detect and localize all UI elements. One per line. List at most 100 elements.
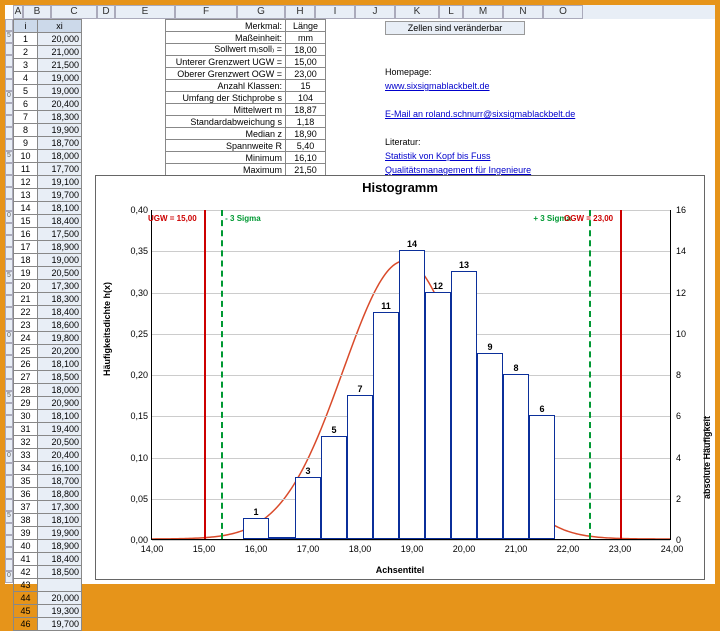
cell-i[interactable]: 35 — [14, 475, 38, 488]
cell-xi[interactable]: 19,100 — [38, 176, 82, 189]
cell-i[interactable]: 41 — [14, 553, 38, 566]
stat-value[interactable]: 104 — [286, 92, 326, 104]
hyperlink[interactable]: Statistik von Kopf bis Fuss — [385, 151, 491, 161]
col-header-H[interactable]: H — [285, 5, 315, 19]
stat-value[interactable]: 21,50 — [286, 164, 326, 176]
cell-xi[interactable]: 18,700 — [38, 475, 82, 488]
cell-xi[interactable]: 20,000 — [38, 592, 82, 605]
cell-xi[interactable]: 20,000 — [38, 33, 82, 46]
cell-xi[interactable]: 20,500 — [38, 267, 82, 280]
stat-value[interactable]: 16,10 — [286, 152, 326, 164]
cell-xi[interactable]: 18,400 — [38, 215, 82, 228]
cell-xi[interactable]: 20,400 — [38, 449, 82, 462]
cell-i[interactable]: 38 — [14, 514, 38, 527]
cell-i[interactable]: 25 — [14, 345, 38, 358]
cell-i[interactable]: 12 — [14, 176, 38, 189]
cell-xi[interactable]: 20,200 — [38, 345, 82, 358]
cell-i[interactable]: 7 — [14, 111, 38, 124]
cell-i[interactable]: 9 — [14, 137, 38, 150]
cell-xi[interactable]: 19,700 — [38, 618, 82, 631]
cell-xi[interactable]: 16,100 — [38, 462, 82, 475]
cell-xi[interactable]: 18,000 — [38, 384, 82, 397]
cell-xi[interactable]: 17,300 — [38, 280, 82, 293]
cell-xi[interactable]: 18,500 — [38, 566, 82, 579]
cell-xi[interactable]: 18,100 — [38, 514, 82, 527]
col-header-A[interactable]: A — [13, 5, 23, 19]
cell-xi[interactable]: 19,800 — [38, 332, 82, 345]
cell-xi[interactable]: 17,700 — [38, 163, 82, 176]
hyperlink[interactable]: E-Mail an roland.schnurr@sixsigmablackbe… — [385, 109, 575, 119]
stat-value[interactable]: Länge — [286, 20, 326, 32]
stat-value[interactable]: 5,40 — [286, 140, 326, 152]
stat-value[interactable]: 15 — [286, 80, 326, 92]
cell-i[interactable]: 15 — [14, 215, 38, 228]
col-header-M[interactable]: M — [463, 5, 503, 19]
cell-xi[interactable]: 19,900 — [38, 124, 82, 137]
cell-i[interactable]: 10 — [14, 150, 38, 163]
cell-i[interactable]: 17 — [14, 241, 38, 254]
cell-xi[interactable]: 20,500 — [38, 436, 82, 449]
cell-i[interactable]: 11 — [14, 163, 38, 176]
cell-i[interactable]: 5 — [14, 85, 38, 98]
cell-xi[interactable]: 18,100 — [38, 410, 82, 423]
col-header-B[interactable]: B — [23, 5, 51, 19]
col-header-O[interactable]: O — [543, 5, 583, 19]
cell-i[interactable]: 36 — [14, 488, 38, 501]
cell-xi[interactable]: 21,500 — [38, 59, 82, 72]
cell-i[interactable]: 31 — [14, 423, 38, 436]
cell-xi[interactable]: 18,900 — [38, 540, 82, 553]
cell-xi[interactable]: 17,500 — [38, 228, 82, 241]
cell-i[interactable]: 21 — [14, 293, 38, 306]
cell-i[interactable]: 32 — [14, 436, 38, 449]
cell-i[interactable]: 29 — [14, 397, 38, 410]
col-header-E[interactable]: E — [115, 5, 175, 19]
cell-i[interactable]: 4 — [14, 72, 38, 85]
col-header-G[interactable]: G — [237, 5, 285, 19]
cell-i[interactable]: 33 — [14, 449, 38, 462]
col-header-K[interactable]: K — [395, 5, 439, 19]
cell-i[interactable]: 42 — [14, 566, 38, 579]
stat-value[interactable]: 23,00 — [286, 68, 326, 80]
cell-i[interactable]: 37 — [14, 501, 38, 514]
cell-xi[interactable]: 18,300 — [38, 293, 82, 306]
cell-xi[interactable]: 19,000 — [38, 254, 82, 267]
cell-i[interactable]: 39 — [14, 527, 38, 540]
cell-xi[interactable]: 17,300 — [38, 501, 82, 514]
cell-i[interactable]: 34 — [14, 462, 38, 475]
cell-xi[interactable]: 19,000 — [38, 72, 82, 85]
cell-i[interactable]: 45 — [14, 605, 38, 618]
cell-i[interactable]: 19 — [14, 267, 38, 280]
stat-value[interactable]: mm — [286, 32, 326, 44]
cell-xi[interactable]: 18,500 — [38, 371, 82, 384]
cell-i[interactable]: 28 — [14, 384, 38, 397]
cell-i[interactable]: 26 — [14, 358, 38, 371]
cell-i[interactable]: 23 — [14, 319, 38, 332]
cell-i[interactable]: 1 — [14, 33, 38, 46]
cell-i[interactable]: 3 — [14, 59, 38, 72]
cell-i[interactable]: 22 — [14, 306, 38, 319]
cell-xi[interactable]: 18,300 — [38, 111, 82, 124]
cell-xi[interactable]: 18,600 — [38, 319, 82, 332]
cell-i[interactable]: 46 — [14, 618, 38, 631]
cell-i[interactable]: 43 — [14, 579, 38, 592]
cell-xi[interactable]: 19,400 — [38, 423, 82, 436]
cell-xi[interactable]: 18,900 — [38, 241, 82, 254]
cell-i[interactable]: 16 — [14, 228, 38, 241]
cell-xi[interactable]: 19,000 — [38, 85, 82, 98]
col-header-J[interactable]: J — [355, 5, 395, 19]
cell-i[interactable]: 8 — [14, 124, 38, 137]
cell-i[interactable]: 6 — [14, 98, 38, 111]
cell-xi[interactable] — [38, 579, 82, 592]
cell-i[interactable]: 18 — [14, 254, 38, 267]
hyperlink[interactable]: Qualitätsmanagement für Ingenieure — [385, 165, 531, 175]
stat-value[interactable]: 1,18 — [286, 116, 326, 128]
cell-xi[interactable]: 20,400 — [38, 98, 82, 111]
col-header-I[interactable]: I — [315, 5, 355, 19]
cell-xi[interactable]: 21,000 — [38, 46, 82, 59]
cell-xi[interactable]: 19,300 — [38, 605, 82, 618]
cell-i[interactable]: 13 — [14, 189, 38, 202]
col-header-C[interactable]: C — [51, 5, 97, 19]
cell-xi[interactable]: 18,700 — [38, 137, 82, 150]
cell-i[interactable]: 30 — [14, 410, 38, 423]
cell-i[interactable]: 14 — [14, 202, 38, 215]
